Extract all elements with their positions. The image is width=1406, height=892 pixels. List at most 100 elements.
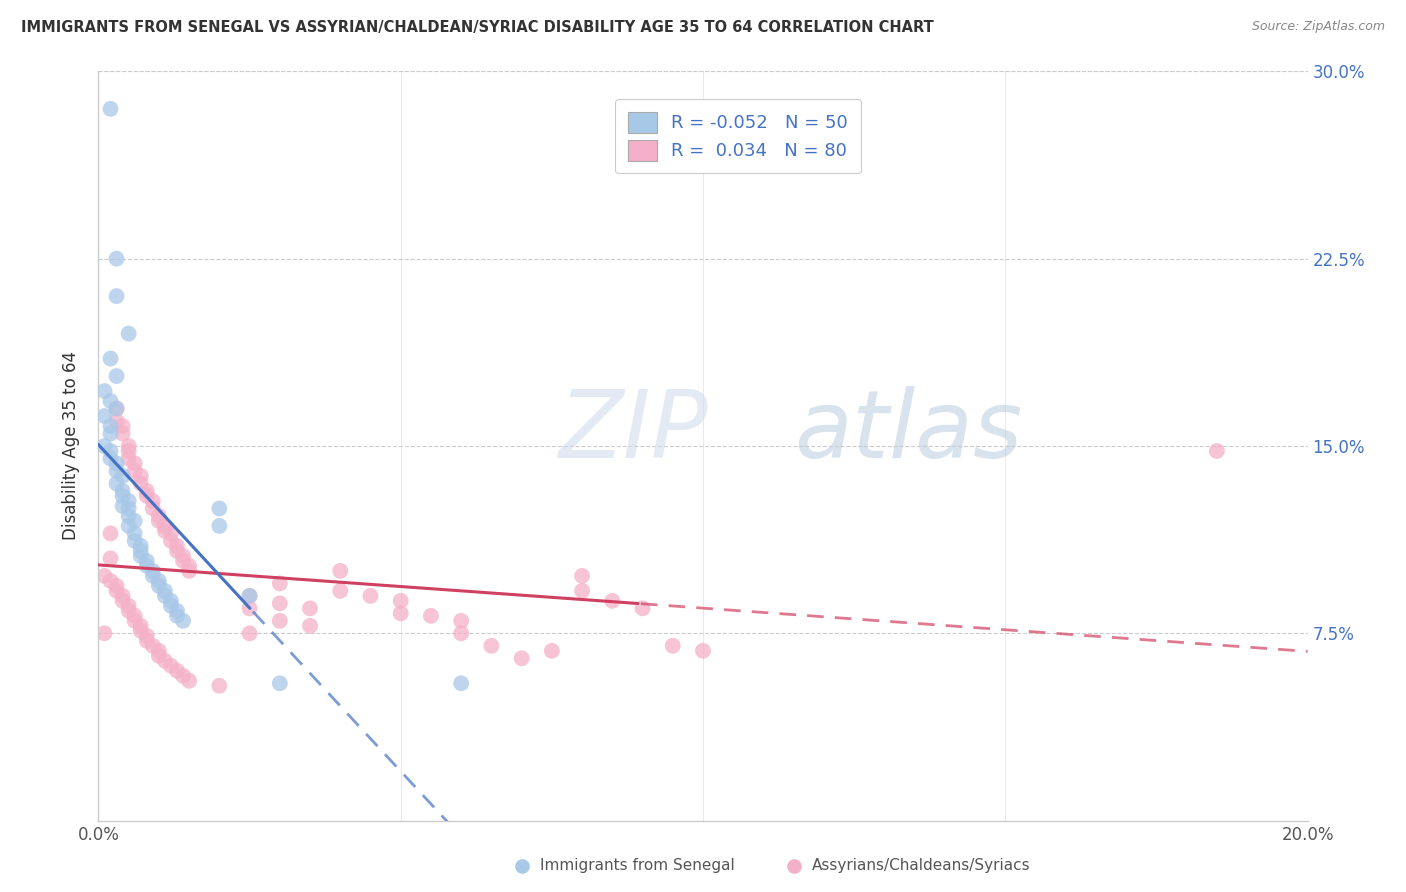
Point: [571, 583, 593, 598]
Point: [142, 564, 165, 578]
Point: [105, 457, 128, 471]
Point: [118, 451, 141, 466]
Point: [148, 508, 170, 523]
Point: [135, 629, 157, 643]
Point: [118, 604, 141, 618]
Point: [118, 439, 141, 453]
Point: [129, 539, 152, 553]
Point: [118, 508, 141, 523]
Point: [135, 633, 157, 648]
Point: [160, 599, 183, 613]
Point: [129, 469, 152, 483]
Point: [129, 549, 152, 563]
Point: [160, 533, 183, 548]
Point: [93, 409, 115, 423]
Point: [129, 476, 152, 491]
Point: [111, 469, 134, 483]
Point: [118, 519, 141, 533]
Point: [179, 564, 201, 578]
Point: [105, 401, 128, 416]
Point: [160, 526, 183, 541]
Point: [160, 594, 183, 608]
Point: [135, 558, 157, 573]
Point: [239, 589, 262, 603]
Text: Immigrants from Senegal: Immigrants from Senegal: [540, 858, 734, 873]
Point: [269, 596, 291, 610]
Point: [602, 594, 624, 608]
Point: [571, 569, 593, 583]
Point: [105, 476, 128, 491]
Point: [100, 426, 122, 441]
Point: [172, 554, 194, 568]
Point: [111, 489, 134, 503]
Point: [129, 619, 152, 633]
Point: [100, 351, 122, 366]
Legend: R = -0.052   N = 50, R =  0.034   N = 80: R = -0.052 N = 50, R = 0.034 N = 80: [616, 99, 860, 173]
Point: [118, 501, 141, 516]
Point: [105, 252, 128, 266]
Point: [118, 326, 141, 341]
Point: [510, 651, 533, 665]
Point: [239, 601, 262, 615]
Point: [111, 499, 134, 513]
Text: atlas: atlas: [793, 385, 1022, 476]
Point: [124, 464, 146, 478]
Point: [481, 639, 503, 653]
Point: [208, 679, 231, 693]
Point: [118, 494, 141, 508]
Point: [105, 289, 128, 303]
Point: [239, 626, 262, 640]
Point: [661, 639, 683, 653]
Point: [160, 658, 183, 673]
Point: [100, 451, 122, 466]
Point: [105, 464, 128, 478]
Point: [118, 599, 141, 613]
Point: [1206, 444, 1229, 458]
Point: [105, 579, 128, 593]
Point: [111, 483, 134, 498]
Point: [142, 639, 165, 653]
Point: [329, 583, 352, 598]
Point: [129, 624, 152, 638]
Point: [153, 589, 176, 603]
Point: [172, 669, 194, 683]
Point: [360, 589, 382, 603]
Point: [105, 401, 128, 416]
Y-axis label: Disability Age 35 to 64: Disability Age 35 to 64: [62, 351, 80, 541]
Point: [135, 554, 157, 568]
Point: [129, 544, 152, 558]
Point: [540, 644, 562, 658]
Point: [166, 604, 188, 618]
Point: [329, 564, 352, 578]
Point: [124, 614, 146, 628]
Point: [124, 533, 146, 548]
Point: [148, 644, 170, 658]
Point: [105, 583, 128, 598]
Point: [166, 664, 188, 678]
Point: [166, 608, 188, 623]
Point: [105, 414, 128, 428]
Point: [450, 626, 472, 640]
Point: [100, 526, 122, 541]
Point: [93, 569, 115, 583]
Point: [111, 419, 134, 434]
Point: [153, 654, 176, 668]
Point: [100, 551, 122, 566]
Point: [100, 394, 122, 409]
Point: [208, 501, 231, 516]
Point: [172, 614, 194, 628]
Point: [148, 648, 170, 663]
Point: [153, 524, 176, 538]
Point: [100, 444, 122, 458]
Point: [389, 594, 412, 608]
Point: [299, 619, 322, 633]
Point: [148, 579, 170, 593]
Point: [269, 676, 291, 690]
Point: [142, 494, 165, 508]
Point: [142, 501, 165, 516]
Point: [118, 444, 141, 458]
Text: ZIP: ZIP: [558, 385, 707, 476]
Point: [420, 608, 443, 623]
Point: [172, 549, 194, 563]
Point: [111, 589, 134, 603]
